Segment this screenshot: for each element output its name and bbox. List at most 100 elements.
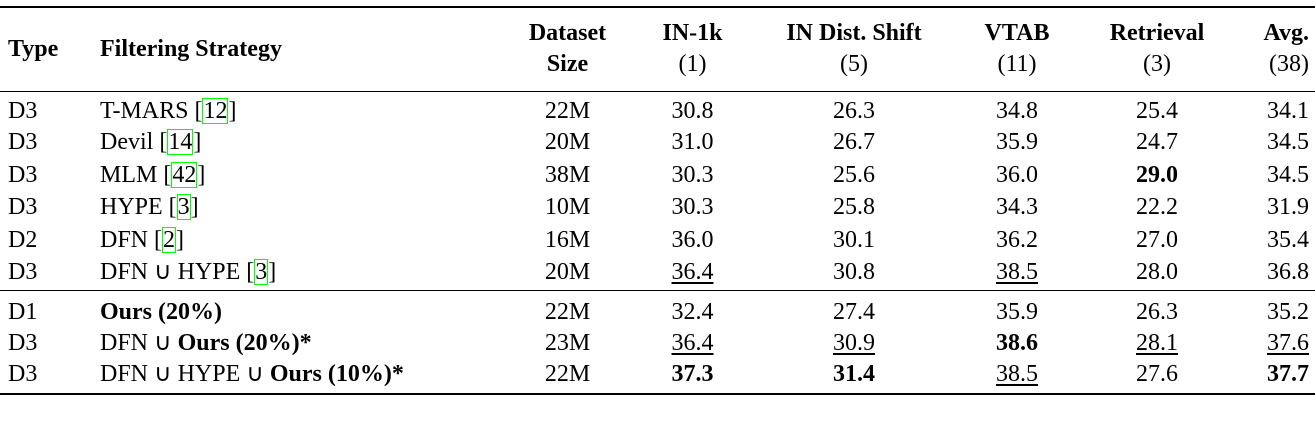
table-row: D3 DFN ∪ HYPE [3] 20M 36.4 30.8 38.5 28.0 36.8 bbox=[0, 257, 1315, 291]
table-row: D3 T-MARS [12] 22M 30.8 26.3 34.8 25.4 34.1 bbox=[0, 91, 1315, 126]
size-cell: 23M bbox=[544, 330, 591, 357]
citation: 14 bbox=[167, 128, 194, 155]
strategy-text: Ours (10%)* bbox=[269, 361, 404, 388]
score: 34.8 bbox=[996, 97, 1038, 124]
column-title: Filtering Strategy bbox=[100, 35, 282, 62]
score-cell: 28.0 bbox=[1081, 257, 1233, 291]
score-cell: 38.5 bbox=[953, 257, 1081, 291]
score: 36.4 bbox=[671, 258, 714, 285]
score: 36.0 bbox=[671, 227, 714, 254]
score: 27.6 bbox=[1136, 361, 1178, 388]
strategy-cell: DFN [2] bbox=[92, 224, 505, 257]
score-cell: 30.8 bbox=[755, 257, 953, 291]
column-header: IN-1k (1) bbox=[630, 7, 755, 91]
size-cell: 22M bbox=[544, 97, 591, 124]
score: 35.2 bbox=[1267, 298, 1309, 325]
score-cell: 29.0 bbox=[1081, 158, 1233, 191]
score: 30.8 bbox=[833, 258, 875, 285]
strategy-text: DFN [ bbox=[100, 227, 163, 254]
score-cell: 31.9 bbox=[1233, 191, 1315, 224]
score: 26.7 bbox=[833, 128, 875, 155]
score-cell: 27.0 bbox=[1081, 224, 1233, 257]
table-row: D3 DFN ∪ Ours (20%)* 23M 36.4 30.9 38.6 28.1 37… bbox=[0, 327, 1315, 360]
table-row: D3 Devil [14] 20M 31.0 26.7 35.9 24.7 34.5 bbox=[0, 126, 1315, 159]
score-cell: 26.3 bbox=[1081, 290, 1233, 327]
size-cell: 10M bbox=[544, 194, 591, 221]
strategy-text: ] bbox=[197, 161, 206, 188]
strategy-cell: DFN ∪ Ours (20%)* bbox=[92, 327, 505, 360]
strategy-text: MLM [ bbox=[100, 161, 172, 188]
score: 31.9 bbox=[1267, 194, 1309, 221]
score-cell: 26.3 bbox=[755, 91, 953, 126]
score-cell: 28.1 bbox=[1081, 327, 1233, 360]
type-cell: D3 bbox=[8, 194, 38, 221]
score: 32.4 bbox=[671, 298, 714, 325]
type-cell: D3 bbox=[8, 361, 38, 388]
score-cell: 35.9 bbox=[953, 290, 1081, 327]
score: 36.8 bbox=[1267, 258, 1309, 285]
strategy-text: ] bbox=[176, 227, 185, 254]
column-title: Retrieval bbox=[1109, 20, 1205, 47]
size-cell: 20M bbox=[544, 128, 591, 155]
row-group: D1 Ours (20%) 22M 32.4 27.4 35.9 26.3 35.2 D3 DFN… bbox=[0, 290, 1315, 395]
strategy-text: ] bbox=[268, 258, 277, 285]
score: 25.4 bbox=[1136, 97, 1178, 124]
score-cell: 34.5 bbox=[1233, 158, 1315, 191]
type-cell: D2 bbox=[8, 227, 38, 254]
score-cell: 34.1 bbox=[1233, 91, 1315, 126]
score: 27.4 bbox=[833, 298, 875, 325]
score-cell: 27.6 bbox=[1081, 359, 1233, 394]
score: 27.0 bbox=[1136, 227, 1178, 254]
score-cell: 35.4 bbox=[1233, 224, 1315, 257]
score: 30.3 bbox=[671, 161, 714, 188]
strategy-cell: Ours (20%) bbox=[92, 290, 505, 327]
strategy-text: ] bbox=[190, 194, 199, 221]
score: 28.1 bbox=[1136, 330, 1178, 357]
strategy-text: ] bbox=[228, 97, 237, 124]
column-title: Dataset bbox=[528, 20, 607, 47]
score-cell: 38.5 bbox=[953, 359, 1081, 394]
score-cell: 36.4 bbox=[630, 257, 755, 291]
column-header: IN Dist. Shift (5) bbox=[755, 7, 953, 91]
score: 35.9 bbox=[996, 128, 1038, 155]
score: 24.7 bbox=[1136, 128, 1178, 155]
column-header: Type bbox=[0, 7, 92, 91]
score-cell: 37.6 bbox=[1233, 327, 1315, 360]
strategy-cell: Devil [14] bbox=[92, 126, 505, 159]
score-cell: 25.8 bbox=[755, 191, 953, 224]
score: 34.3 bbox=[996, 194, 1038, 221]
score: 25.8 bbox=[833, 194, 875, 221]
strategy-cell: DFN ∪ HYPE ∪ Ours (10%)* bbox=[92, 359, 505, 394]
strategy-text: Ours (20%)* bbox=[177, 330, 312, 357]
score: 26.3 bbox=[833, 97, 875, 124]
size-cell: 22M bbox=[544, 298, 591, 325]
column-header: Filtering Strategy bbox=[92, 7, 505, 91]
size-cell: 16M bbox=[544, 227, 591, 254]
column-title: Avg. bbox=[1263, 20, 1309, 47]
table-row: D3 HYPE [3] 10M 30.3 25.8 34.3 22.2 31.9 bbox=[0, 191, 1315, 224]
column-count: (5) bbox=[840, 51, 868, 78]
table-row: D3 DFN ∪ HYPE ∪ Ours (10%)* 22M 37.3 31.4 38.… bbox=[0, 359, 1315, 395]
size-cell: 20M bbox=[544, 258, 591, 285]
score-cell: 38.6 bbox=[953, 327, 1081, 360]
score-cell: 36.2 bbox=[953, 224, 1081, 257]
results-table: Type Filtering Strategy Dataset Size IN-1k (1… bbox=[0, 6, 1315, 395]
column-title: IN Dist. Shift bbox=[786, 20, 922, 47]
size-cell: 22M bbox=[544, 361, 591, 388]
strategy-cell: T-MARS [12] bbox=[92, 91, 505, 126]
score-cell: 25.4 bbox=[1081, 91, 1233, 126]
citation: 3 bbox=[254, 258, 269, 285]
score-cell: 35.9 bbox=[953, 126, 1081, 159]
score: 37.7 bbox=[1267, 361, 1309, 388]
score: 34.5 bbox=[1267, 128, 1309, 155]
score-cell: 27.4 bbox=[755, 290, 953, 327]
row-group: D3 T-MARS [12] 22M 30.8 26.3 34.8 25.4 34.1 D3 De… bbox=[0, 91, 1315, 290]
score: 38.5 bbox=[996, 361, 1038, 388]
score: 30.1 bbox=[833, 227, 875, 254]
score-cell: 24.7 bbox=[1081, 126, 1233, 159]
column-count: (1) bbox=[678, 51, 707, 78]
strategy-text: ] bbox=[193, 128, 202, 155]
header-row: Type Filtering Strategy Dataset Size IN-1k (1… bbox=[0, 7, 1315, 91]
score-cell: 36.4 bbox=[630, 327, 755, 360]
type-cell: D1 bbox=[8, 298, 38, 325]
